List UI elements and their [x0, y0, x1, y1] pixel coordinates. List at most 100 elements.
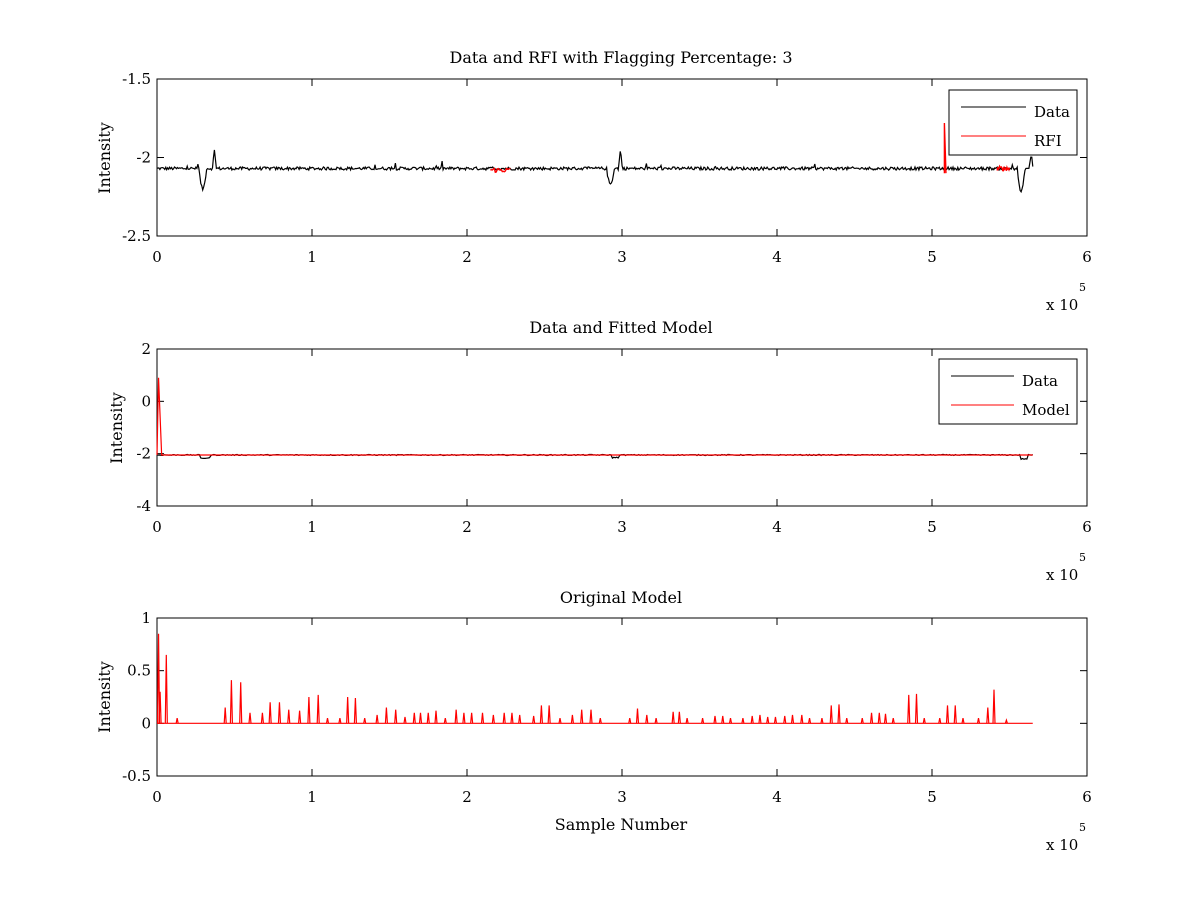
model-spike — [316, 694, 320, 724]
subplot-1-title: Data and RFI with Flagging Percentage: 3 — [449, 48, 792, 67]
model-spike — [158, 691, 162, 724]
y-tick-label: 0.5 — [127, 662, 151, 680]
model-spike — [298, 710, 302, 724]
model-spike — [539, 705, 543, 724]
model-spike — [961, 717, 965, 724]
x-tick-label: 3 — [617, 788, 627, 806]
model-spike — [883, 713, 888, 724]
y-tick-label: 0 — [141, 714, 151, 732]
series-model-line — [156, 377, 1033, 456]
model-spike — [677, 711, 681, 724]
model-spike — [532, 715, 536, 724]
y-tick-label: -2 — [136, 445, 151, 463]
model-spike — [223, 707, 227, 724]
model-spike — [589, 709, 593, 724]
model-spike — [510, 712, 514, 724]
y-tick-label: -2.5 — [122, 227, 151, 245]
x-tick-label: 6 — [1082, 248, 1092, 266]
model-spike — [518, 714, 522, 724]
model-spike — [346, 696, 350, 724]
model-spike — [986, 707, 990, 724]
subplot-1-ticks: 0 1 2 3 4 5 6 -1.5 -2 -2.5 — [122, 70, 1092, 266]
model-spike — [277, 702, 282, 724]
model-spike — [891, 717, 895, 724]
subplot-2-axes-box — [156, 348, 1088, 507]
model-spike — [758, 714, 762, 724]
model-spike — [443, 717, 447, 724]
model-spike — [384, 707, 388, 724]
x-tick-label: 5 — [927, 788, 937, 806]
model-spike — [570, 714, 574, 724]
model-spike — [671, 711, 675, 724]
model-spike — [992, 689, 996, 724]
subplot-3-xlabel: Sample Number — [555, 815, 688, 834]
subplot-1-legend-rfi-label: RFI — [1034, 132, 1062, 150]
model-spike — [976, 717, 981, 724]
model-spike — [325, 717, 330, 724]
model-spike — [820, 717, 824, 724]
model-spike — [741, 717, 745, 724]
x-tick-label: 0 — [152, 248, 162, 266]
x-tick-label: 6 — [1082, 518, 1092, 536]
subplot-1-axes-box — [156, 78, 1088, 237]
model-spike — [907, 694, 911, 724]
series-rfi-line — [943, 122, 947, 174]
model-spike — [869, 712, 874, 724]
model-spike — [701, 717, 705, 724]
x-tick-label: 1 — [307, 518, 317, 536]
subplot-3: Original Model 0 1 2 3 4 5 610.50-0.5 Intensit… — [95, 588, 1092, 854]
x-tick-label: 0 — [152, 788, 162, 806]
y-tick-label: -1.5 — [122, 70, 151, 88]
model-spike — [426, 712, 430, 724]
model-spike — [353, 698, 357, 724]
subplot-3-ticks: 0 1 2 3 4 5 610.50-0.5 — [122, 609, 1092, 806]
x-tick-label: 1 — [307, 788, 317, 806]
x-tick-label: 2 — [462, 518, 472, 536]
x-tick-label: 2 — [462, 248, 472, 266]
model-spike — [807, 717, 812, 724]
y-tick-label: 0 — [141, 392, 151, 410]
subplot-1: Data and RFI with Flagging Percentage: 3… — [95, 48, 1092, 314]
model-spike — [750, 715, 754, 724]
x-tick-label: 2 — [462, 788, 472, 806]
subplot-3-x-multiplier-exp: 5 — [1079, 821, 1086, 834]
model-spike — [491, 714, 495, 724]
y-tick-label: 1 — [141, 609, 151, 627]
subplot-2-ylabel: Intensity — [107, 392, 126, 464]
subplot-2-ticks: 0 1 2 3 4 5 6 2 0 -2 -4 — [136, 340, 1091, 536]
model-spike — [1004, 718, 1008, 724]
subplot-1-lines — [156, 122, 1034, 194]
subplot-1-x-multiplier-exp: 5 — [1079, 281, 1086, 294]
x-tick-label: 3 — [617, 518, 627, 536]
model-spike — [338, 717, 342, 724]
model-spike — [783, 715, 787, 724]
model-spike — [845, 717, 849, 724]
model-spike — [598, 717, 602, 724]
model-spike — [164, 654, 168, 724]
subplot-3-ylabel: Intensity — [95, 661, 114, 733]
subplot-2-legend: Data Model — [938, 358, 1078, 425]
subplot-1-x-multiplier: x 10 — [1046, 296, 1078, 314]
model-spike — [470, 712, 474, 724]
model-spike — [260, 712, 264, 724]
model-spike — [229, 680, 233, 724]
model-spike — [412, 712, 416, 724]
subplot-2-legend-box — [938, 358, 1078, 425]
model-spike — [800, 714, 804, 724]
model-spike — [394, 709, 398, 724]
model-spike — [766, 716, 770, 724]
subplot-2-lines — [156, 377, 1033, 461]
x-tick-label: 1 — [307, 248, 317, 266]
x-tick-label: 4 — [772, 518, 782, 536]
model-spike — [713, 715, 717, 724]
model-spike — [860, 717, 864, 724]
subplot-1-ylabel: Intensity — [95, 122, 114, 194]
x-tick-label: 6 — [1082, 788, 1092, 806]
model-spike — [837, 704, 841, 724]
model-spike — [239, 682, 243, 724]
y-tick-label: 2 — [141, 340, 151, 358]
model-spike — [645, 714, 649, 724]
model-spike — [914, 693, 919, 724]
subplot-2: Data and Fitted Model 0 1 2 3 4 5 6 2 0 -2 -4 Inte… — [107, 318, 1092, 584]
